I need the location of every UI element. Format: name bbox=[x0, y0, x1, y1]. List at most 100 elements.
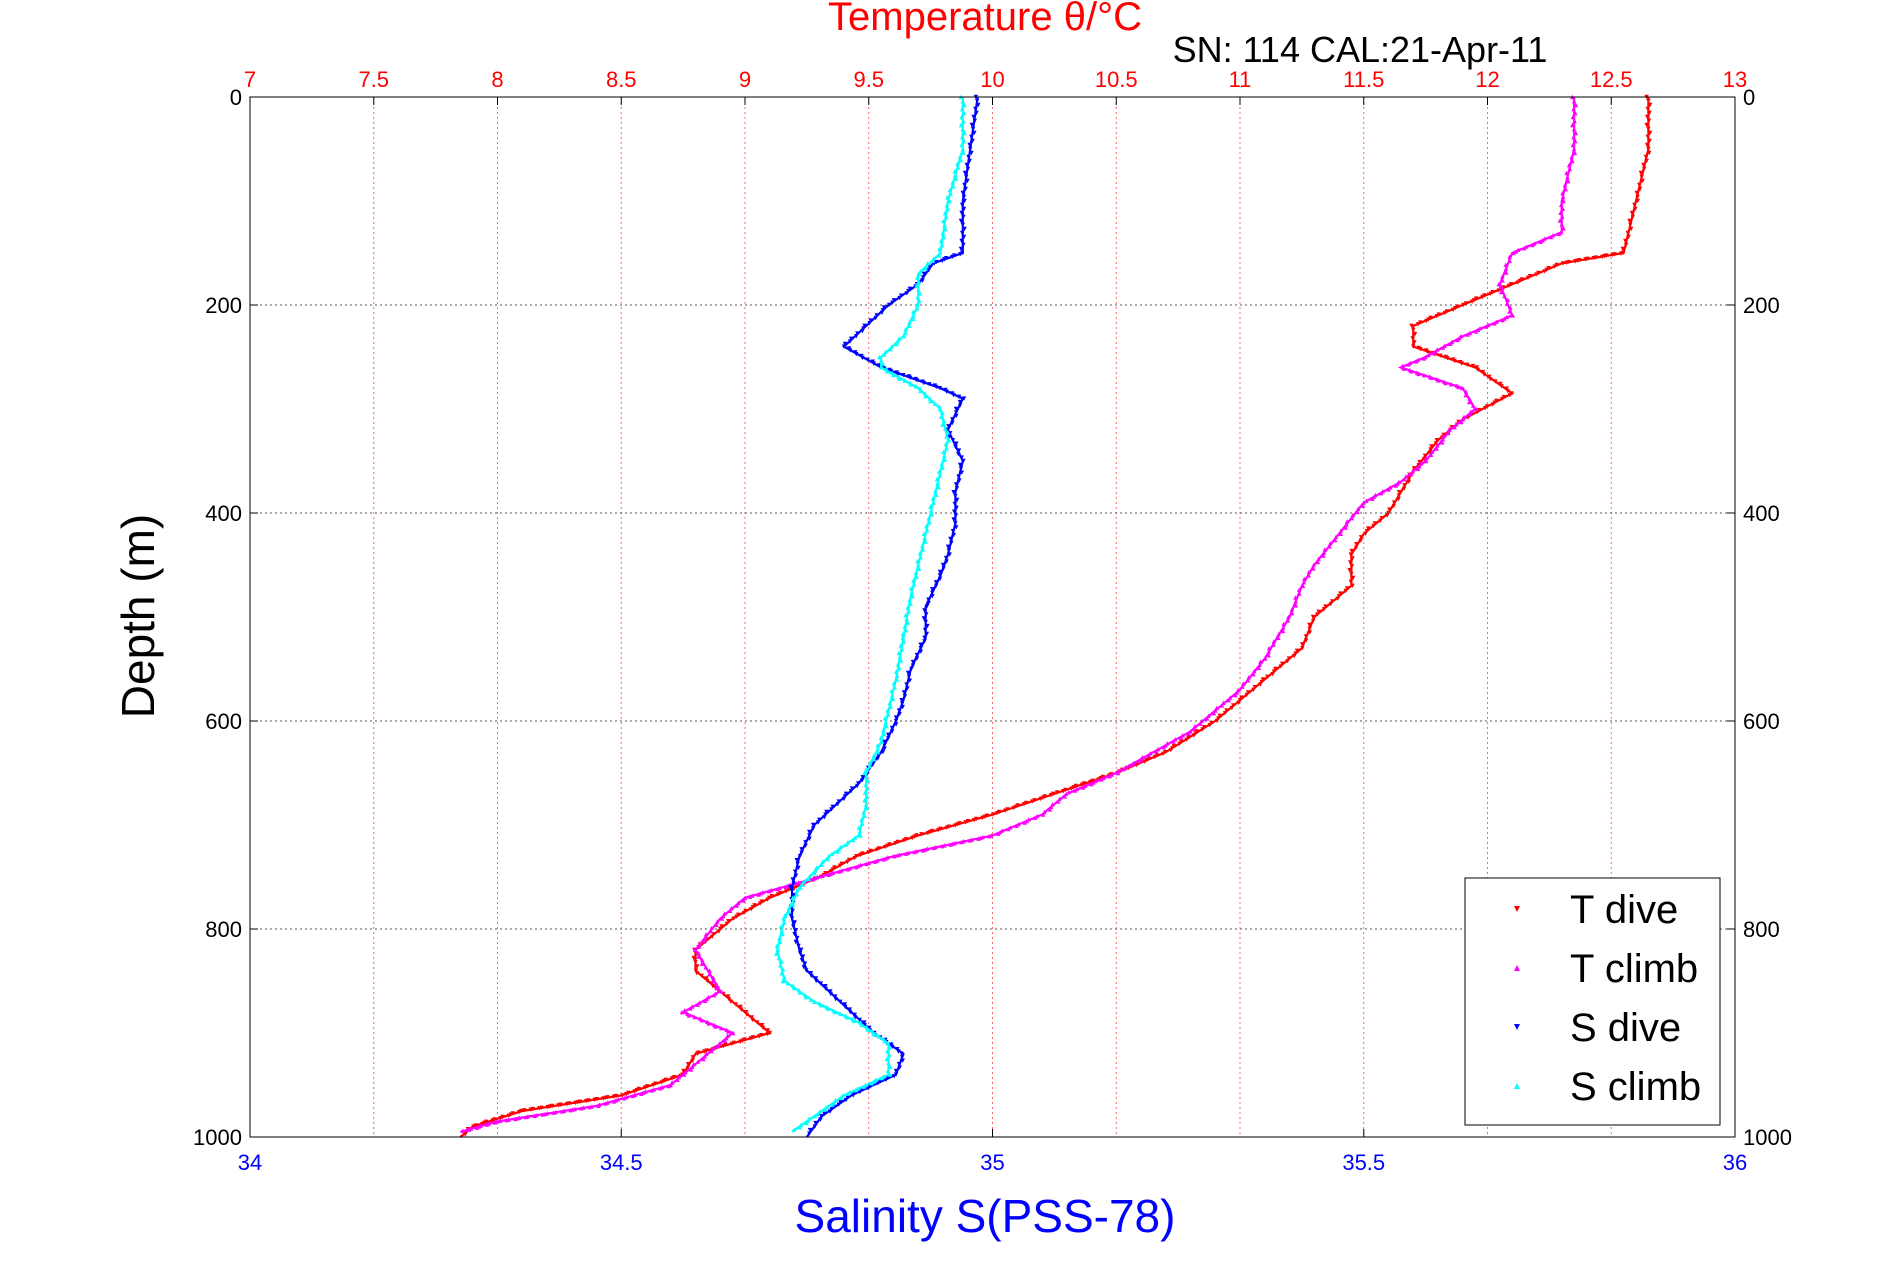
top-tick-label: 10.5 bbox=[1095, 67, 1138, 92]
y-tick-label-right: 800 bbox=[1743, 917, 1780, 942]
data-point bbox=[809, 973, 814, 978]
data-point bbox=[1591, 256, 1597, 261]
data-point bbox=[1311, 618, 1316, 624]
data-point bbox=[1502, 293, 1507, 299]
data-point bbox=[792, 920, 797, 925]
data-point bbox=[765, 1028, 771, 1033]
data-point bbox=[895, 673, 900, 678]
data-point bbox=[923, 393, 928, 399]
data-point bbox=[611, 1099, 617, 1104]
data-point bbox=[1014, 823, 1019, 828]
data-point bbox=[579, 1106, 584, 1111]
data-point bbox=[956, 394, 962, 400]
data-point bbox=[980, 815, 985, 821]
data-point bbox=[862, 790, 868, 795]
data-point bbox=[592, 1097, 597, 1102]
data-point bbox=[1186, 731, 1191, 736]
top-tick-label: 8.5 bbox=[606, 67, 637, 92]
data-point bbox=[881, 857, 886, 862]
data-point bbox=[1434, 314, 1439, 319]
data-point bbox=[1465, 362, 1470, 367]
data-point bbox=[1434, 438, 1439, 443]
data-point bbox=[1471, 298, 1477, 303]
data-point bbox=[1496, 282, 1501, 287]
data-point bbox=[951, 532, 956, 538]
data-point bbox=[793, 939, 798, 945]
data-point bbox=[999, 828, 1005, 833]
data-point bbox=[960, 146, 965, 152]
data-point bbox=[1244, 692, 1249, 698]
data-point bbox=[954, 486, 960, 491]
data-point bbox=[960, 190, 965, 196]
data-point bbox=[1107, 774, 1113, 779]
data-point bbox=[852, 1015, 858, 1020]
data-point bbox=[922, 608, 927, 613]
data-point bbox=[937, 473, 943, 478]
data-point bbox=[890, 692, 895, 698]
data-point bbox=[940, 258, 945, 263]
data-point bbox=[914, 652, 920, 658]
data-point bbox=[956, 451, 961, 457]
data-point bbox=[958, 218, 964, 224]
data-point bbox=[1347, 568, 1352, 573]
data-point bbox=[498, 1118, 503, 1123]
data-point bbox=[942, 210, 948, 216]
data-point bbox=[954, 505, 959, 510]
data-point bbox=[1289, 607, 1295, 612]
data-point bbox=[690, 1055, 696, 1060]
data-point bbox=[1229, 705, 1235, 711]
data-point bbox=[774, 943, 780, 949]
legend-marker bbox=[1514, 906, 1520, 912]
data-point bbox=[1364, 529, 1370, 534]
data-point bbox=[481, 1120, 487, 1126]
data-point bbox=[1449, 425, 1454, 430]
data-point bbox=[1436, 378, 1441, 383]
data-point bbox=[875, 746, 881, 751]
data-point bbox=[1424, 455, 1429, 461]
bottom-tick-label: 34.5 bbox=[600, 1150, 643, 1175]
data-point bbox=[971, 817, 977, 823]
data-point bbox=[1571, 126, 1577, 132]
data-point bbox=[957, 399, 963, 405]
data-point bbox=[1109, 772, 1115, 777]
data-point bbox=[551, 1110, 556, 1115]
data-point bbox=[960, 250, 965, 256]
data-point bbox=[922, 635, 927, 640]
data-point bbox=[873, 315, 879, 321]
data-point bbox=[962, 182, 967, 188]
data-point bbox=[1483, 324, 1489, 329]
data-point bbox=[908, 375, 913, 380]
data-point bbox=[1570, 158, 1575, 164]
data-point bbox=[1459, 386, 1465, 391]
data-point bbox=[498, 1116, 503, 1121]
data-point bbox=[825, 856, 830, 862]
data-point bbox=[1307, 626, 1312, 631]
data-point bbox=[1434, 446, 1439, 451]
data-point bbox=[1415, 466, 1421, 471]
data-point bbox=[851, 1093, 856, 1098]
data-point bbox=[973, 106, 978, 112]
top-tick-label: 7.5 bbox=[358, 67, 389, 92]
data-point bbox=[792, 886, 797, 891]
data-point bbox=[877, 354, 882, 360]
data-point bbox=[765, 897, 770, 902]
data-point bbox=[917, 386, 923, 391]
data-point bbox=[710, 978, 716, 984]
data-point bbox=[1022, 820, 1027, 825]
data-point bbox=[953, 513, 959, 518]
data-point bbox=[634, 1088, 639, 1093]
data-point bbox=[920, 543, 925, 548]
data-point bbox=[706, 1021, 711, 1026]
data-point bbox=[506, 1113, 512, 1118]
data-point bbox=[922, 535, 927, 540]
data-point bbox=[1333, 534, 1339, 540]
data-point bbox=[882, 746, 887, 751]
data-point bbox=[930, 590, 935, 595]
data-point bbox=[800, 882, 805, 887]
data-point bbox=[906, 674, 912, 679]
data-point bbox=[950, 438, 956, 443]
data-point bbox=[492, 1117, 497, 1122]
legend-label: S climb bbox=[1570, 1065, 1701, 1109]
data-point bbox=[887, 700, 893, 705]
